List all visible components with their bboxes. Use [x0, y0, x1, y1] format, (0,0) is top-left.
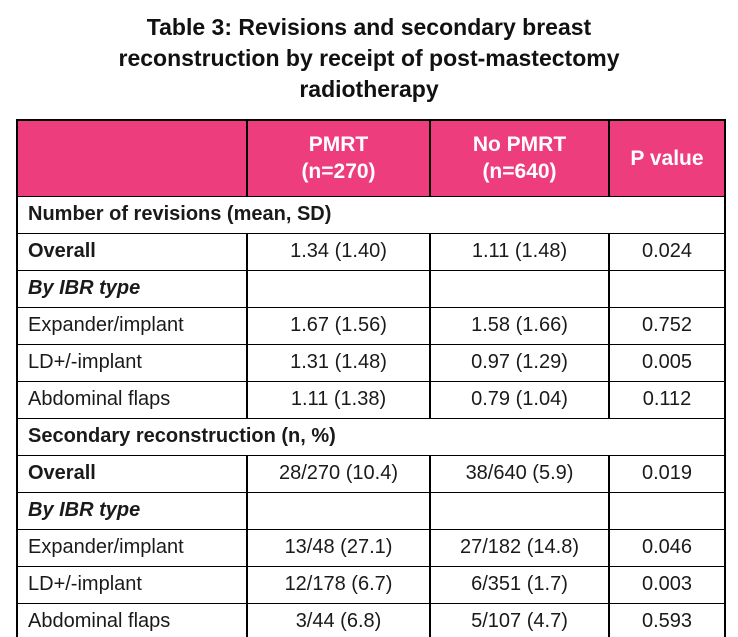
- no-pmrt-value-cell: 5/107 (4.7): [429, 602, 610, 637]
- pmrt-value-cell: 1.11 (1.38): [246, 380, 431, 419]
- pmrt-value-cell: 28/270 (10.4): [246, 454, 431, 493]
- row-label-cell: Overall: [16, 232, 248, 271]
- no-pmrt-value-cell: [429, 491, 610, 530]
- row-label-cell: Expander/implant: [16, 306, 248, 345]
- p-value-cell: 0.005: [608, 343, 726, 382]
- pmrt-value-cell: 1.31 (1.48): [246, 343, 431, 382]
- table-row-expander-implant-reconstruction: Expander/implant 13/48 (27.1) 27/182 (14…: [16, 528, 726, 567]
- no-pmrt-value-cell: [429, 269, 610, 308]
- row-label-cell: By IBR type: [16, 491, 248, 530]
- row-label-cell: LD+/-implant: [16, 565, 248, 604]
- column-header-no-pmrt: No PMRT (n=640): [429, 119, 610, 197]
- column-header-blank: [16, 119, 248, 197]
- table-row-ld-implant-revisions: LD+/-implant 1.31 (1.48) 0.97 (1.29) 0.0…: [16, 343, 726, 382]
- pmrt-value-cell: [246, 491, 431, 530]
- table-row-by-ibr-type-revisions: By IBR type: [16, 269, 726, 308]
- pmrt-value-cell: [246, 269, 431, 308]
- no-pmrt-value-cell: 1.11 (1.48): [429, 232, 610, 271]
- no-pmrt-value-cell: 0.97 (1.29): [429, 343, 610, 382]
- table-header-row: PMRT (n=270) No PMRT (n=640) P value: [16, 119, 726, 197]
- no-pmrt-value-cell: 0.79 (1.04): [429, 380, 610, 419]
- pmrt-value-cell: 1.34 (1.40): [246, 232, 431, 271]
- page-title: Table 3: Revisions and secondary breast …: [118, 14, 620, 102]
- p-value-cell: [608, 269, 726, 308]
- revisions-reconstruction-table: PMRT (n=270) No PMRT (n=640) P value Num…: [16, 119, 726, 637]
- table-row-by-ibr-type-reconstruction: By IBR type: [16, 491, 726, 530]
- pmrt-value-cell: 3/44 (6.8): [246, 602, 431, 637]
- row-label-cell: Abdominal flaps: [16, 380, 248, 419]
- table-row-abdominal-flaps-revisions: Abdominal flaps 1.11 (1.38) 0.79 (1.04) …: [16, 380, 726, 419]
- section-heading: Number of revisions (mean, SD): [16, 195, 726, 234]
- no-pmrt-value-cell: 27/182 (14.8): [429, 528, 610, 567]
- p-value-cell: 0.046: [608, 528, 726, 567]
- section-row-number-of-revisions: Number of revisions (mean, SD): [16, 195, 726, 234]
- column-header-p-value: P value: [608, 119, 726, 197]
- no-pmrt-value-cell: 6/351 (1.7): [429, 565, 610, 604]
- p-value-cell: 0.593: [608, 602, 726, 637]
- p-value-cell: [608, 491, 726, 530]
- p-value-cell: 0.024: [608, 232, 726, 271]
- row-label-cell: By IBR type: [16, 269, 248, 308]
- section-row-secondary-reconstruction: Secondary reconstruction (n, %): [16, 417, 726, 456]
- column-header-pmrt: PMRT (n=270): [246, 119, 431, 197]
- row-label-cell: Expander/implant: [16, 528, 248, 567]
- table-row-abdominal-flaps-reconstruction: Abdominal flaps 3/44 (6.8) 5/107 (4.7) 0…: [16, 602, 726, 637]
- row-label-cell: Overall: [16, 454, 248, 493]
- p-value-cell: 0.019: [608, 454, 726, 493]
- no-pmrt-value-cell: 38/640 (5.9): [429, 454, 610, 493]
- table-row-ld-implant-reconstruction: LD+/-implant 12/178 (6.7) 6/351 (1.7) 0.…: [16, 565, 726, 604]
- row-label-cell: LD+/-implant: [16, 343, 248, 382]
- table-row-expander-implant-revisions: Expander/implant 1.67 (1.56) 1.58 (1.66)…: [16, 306, 726, 345]
- p-value-cell: 0.112: [608, 380, 726, 419]
- table-row-overall-reconstruction: Overall 28/270 (10.4) 38/640 (5.9) 0.019: [16, 454, 726, 493]
- p-value-cell: 0.752: [608, 306, 726, 345]
- pmrt-value-cell: 1.67 (1.56): [246, 306, 431, 345]
- section-heading: Secondary reconstruction (n, %): [16, 417, 726, 456]
- no-pmrt-value-cell: 1.58 (1.66): [429, 306, 610, 345]
- table-row-overall-revisions: Overall 1.34 (1.40) 1.11 (1.48) 0.024: [16, 232, 726, 271]
- pmrt-value-cell: 12/178 (6.7): [246, 565, 431, 604]
- row-label-cell: Abdominal flaps: [16, 602, 248, 637]
- pmrt-value-cell: 13/48 (27.1): [246, 528, 431, 567]
- p-value-cell: 0.003: [608, 565, 726, 604]
